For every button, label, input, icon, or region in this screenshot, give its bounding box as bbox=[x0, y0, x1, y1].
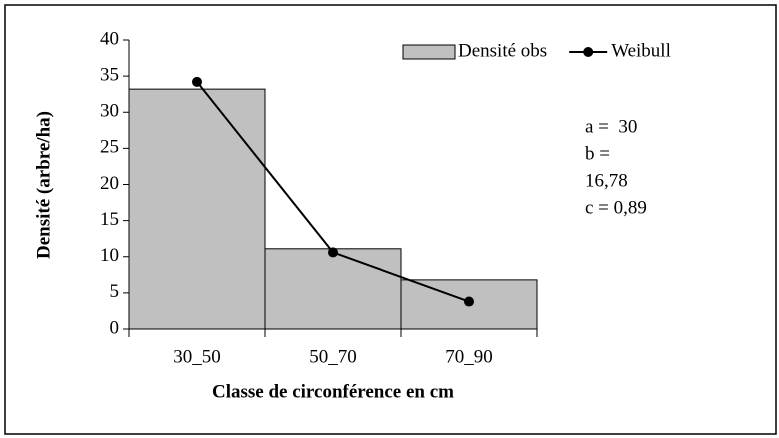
x-tick-label: 50_70 bbox=[309, 346, 357, 367]
y-tick-label: 30 bbox=[100, 101, 119, 122]
y-tick-label: 0 bbox=[110, 317, 120, 338]
annotation: 16,78 bbox=[585, 170, 628, 191]
x-axis-label: Classe de circonférence en cm bbox=[212, 381, 454, 402]
y-tick-label: 40 bbox=[100, 28, 119, 49]
y-tick-label: 10 bbox=[100, 245, 119, 266]
marker bbox=[328, 247, 338, 258]
x-tick-label: 70_90 bbox=[445, 346, 493, 367]
legend-label: Weibull bbox=[611, 40, 671, 61]
y-tick-label: 5 bbox=[110, 281, 120, 302]
legend-marker bbox=[583, 47, 594, 57]
y-tick-label: 35 bbox=[100, 64, 119, 85]
bar bbox=[400, 279, 538, 330]
legend-label: Densité obs bbox=[458, 40, 547, 61]
y-axis-label: Densité (arbre/ha) bbox=[33, 111, 54, 259]
annotation: b = bbox=[585, 143, 610, 164]
bar bbox=[264, 248, 402, 330]
y-tick-label: 20 bbox=[100, 173, 119, 194]
annotation: a = 30 bbox=[585, 116, 637, 137]
legend-swatch bbox=[402, 44, 456, 60]
bar bbox=[128, 88, 266, 330]
frame bbox=[4, 4, 777, 435]
y-tick-label: 25 bbox=[100, 137, 119, 158]
marker bbox=[192, 76, 202, 87]
x-tick-label: 30_50 bbox=[173, 346, 221, 367]
annotation: c = 0,89 bbox=[585, 197, 647, 218]
marker bbox=[464, 296, 474, 307]
y-tick-label: 15 bbox=[100, 209, 119, 230]
